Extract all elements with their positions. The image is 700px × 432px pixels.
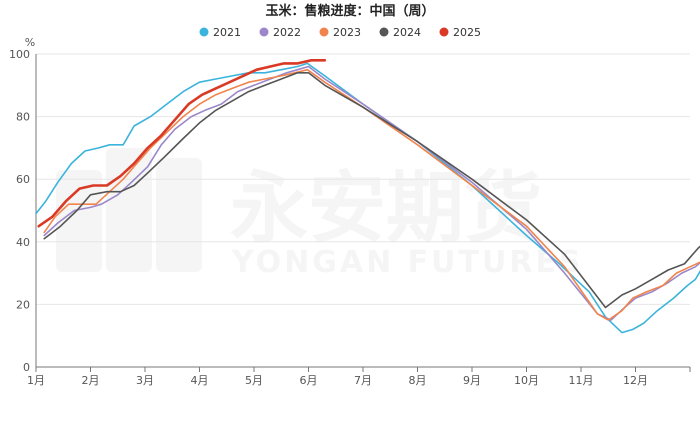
series-line-2023	[43, 68, 700, 321]
legend-label-2021: 2021	[213, 26, 241, 39]
legend-label-2023: 2023	[333, 26, 361, 39]
series-group	[35, 59, 700, 334]
series-line-2025	[37, 59, 327, 228]
y-tick-label-60: 60	[16, 173, 30, 186]
x-tick-label-2: 3月	[136, 374, 154, 387]
legend-item-2021[interactable]: 2021	[199, 26, 242, 39]
legend-item-2023[interactable]: 2023	[319, 26, 362, 39]
series-line-2024	[43, 72, 700, 309]
series-line-2022	[43, 65, 700, 321]
legend-item-2024[interactable]: 2024	[379, 26, 422, 39]
x-tick-label-7: 8月	[409, 374, 427, 387]
series-line-2021	[35, 62, 700, 334]
x-tick-label-4: 5月	[245, 374, 263, 387]
legend-item-2022[interactable]: 2022	[259, 26, 302, 39]
x-tick-label-11: 12月	[623, 374, 648, 387]
legend-label-2024: 2024	[393, 26, 421, 39]
legend-marker-2023	[319, 27, 329, 37]
x-tick-label-6: 7月	[354, 374, 372, 387]
x-tick-label-9: 10月	[514, 374, 539, 387]
y-tick-label-80: 80	[16, 111, 30, 124]
legend-label-2022: 2022	[273, 26, 301, 39]
y-tick-label-0: 0	[23, 361, 30, 374]
watermark-cn: 永安期货	[230, 164, 542, 254]
legend: 2021 2022 2023 2024 2025	[199, 26, 482, 39]
x-tick-label-3: 4月	[191, 374, 209, 387]
axes: 0 20 40 60 80 100% 1月 2月 3月 4月 5月 6月 7月 8月 9月 10月 11月 12月	[9, 36, 691, 387]
legend-marker-2021	[199, 27, 209, 37]
legend-item-2025[interactable]: 2025	[439, 26, 482, 39]
watermark: 永安期货 YONGAN FUTURES	[56, 148, 584, 280]
x-tick-label-8: 9月	[463, 374, 481, 387]
grid	[36, 53, 690, 305]
y-axis-unit: %	[25, 36, 35, 49]
x-tick-label-0: 1月	[27, 374, 45, 387]
legend-marker-2025	[439, 27, 449, 37]
x-tick-label-10: 11月	[569, 374, 594, 387]
watermark-en: YONGAN FUTURES	[231, 245, 584, 280]
watermark-logo-block-3	[156, 158, 202, 272]
y-tick-label-100: 100	[9, 48, 30, 61]
legend-marker-2024	[379, 27, 389, 37]
chart-title: 玉米：售粮进度：中国（周）	[265, 3, 434, 19]
x-tick-label-1: 2月	[82, 374, 100, 387]
legend-marker-2022	[259, 27, 269, 37]
y-tick-label-40: 40	[16, 236, 30, 249]
y-tick-label-20: 20	[16, 298, 30, 311]
x-tick-label-5: 6月	[300, 374, 318, 387]
legend-label-2025: 2025	[453, 26, 481, 39]
